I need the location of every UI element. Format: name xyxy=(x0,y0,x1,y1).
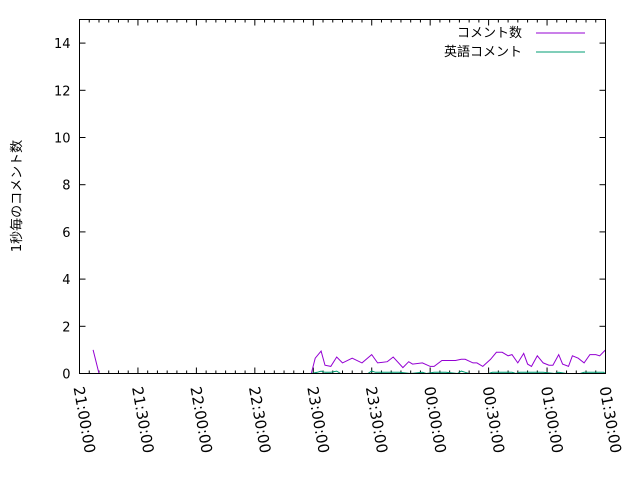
x-tick-label: 22:00:00 xyxy=(186,385,215,454)
legend: コメント数 英語コメント xyxy=(444,26,585,60)
x-tick-label: 22:30:00 xyxy=(245,385,274,454)
y-tick-label: 10 xyxy=(54,132,71,147)
legend-label-1: 英語コメント xyxy=(444,44,522,60)
x-tick-label: 01:30:00 xyxy=(596,385,625,454)
x-tick-label: 00:00:00 xyxy=(420,385,449,454)
y-axis-label: 1秒毎のコメント数 xyxy=(9,140,25,252)
x-tick-label: 01:00:00 xyxy=(537,385,566,454)
y-tick-label: 14 xyxy=(54,37,71,52)
ticks: 0 2 4 6 8 10 12 14 21:00:00 21:30:00 22:00:00 22:30… xyxy=(54,19,625,455)
legend-label-0: コメント数 xyxy=(457,26,522,41)
plot-frame xyxy=(79,19,606,374)
y-tick-label: 4 xyxy=(62,273,70,288)
x-tick-label: 21:30:00 xyxy=(128,385,157,454)
x-tick-label: 21:00:00 xyxy=(70,385,99,454)
x-tick-label: 23:30:00 xyxy=(362,385,391,454)
x-tick-label: 00:30:00 xyxy=(479,385,508,454)
y-tick-label: 6 xyxy=(62,226,70,241)
series-lines xyxy=(92,349,606,375)
y-tick-label: 0 xyxy=(62,368,70,383)
y-tick-label: 12 xyxy=(54,84,71,99)
series-line-0 xyxy=(92,349,606,374)
y-tick-label: 8 xyxy=(62,179,70,194)
y-tick-label: 2 xyxy=(62,320,70,335)
x-tick-label: 23:00:00 xyxy=(303,385,332,454)
